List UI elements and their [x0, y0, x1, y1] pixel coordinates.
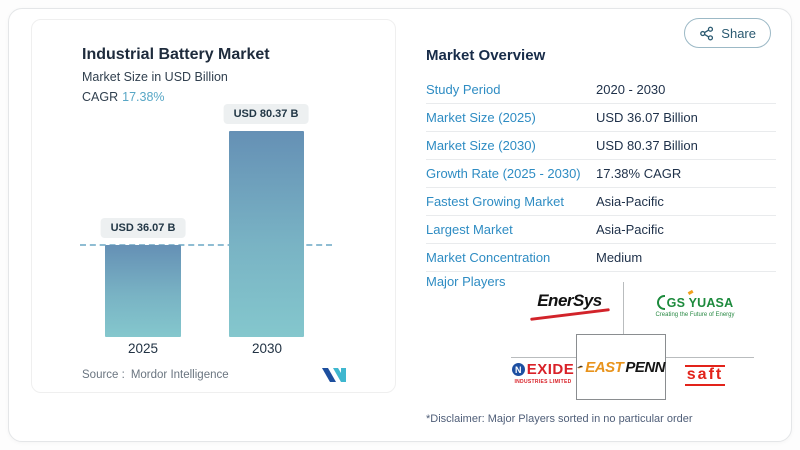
row-label: Market Concentration — [426, 250, 551, 265]
exide-subtitle: INDUSTRIES LIMITED — [514, 379, 572, 385]
share-button[interactable]: Share — [684, 18, 771, 48]
table-row: Study Period 2020 - 2030 — [426, 76, 776, 104]
source-row: Source : Mordor Intelligence — [82, 367, 347, 383]
players-divider-vertical — [623, 282, 624, 342]
overview-table: Study Period 2020 - 2030 Market Size (20… — [426, 76, 776, 272]
table-row: Market Concentration Medium — [426, 244, 776, 272]
table-row: Fastest Growing Market Asia-Pacific — [426, 188, 776, 216]
row-label: Growth Rate (2025 - 2030) — [426, 166, 581, 181]
saft-wordmark: saft — [684, 365, 726, 386]
overview-heading: Market Overview — [426, 47, 546, 64]
chart-subtitle: Market Size in USD Billion — [82, 70, 228, 84]
cagr-value: 17.38% — [122, 90, 165, 104]
x-tick-2025: 2025 — [127, 341, 159, 356]
east-penn-penn: PENN — [625, 358, 665, 376]
east-penn-arrow-icon — [577, 365, 584, 369]
x-tick-2030: 2030 — [251, 341, 283, 356]
bar-2025 — [105, 244, 181, 337]
row-label: Market Size (2025) — [426, 110, 536, 125]
row-value: Asia-Pacific — [596, 194, 664, 209]
exide-wordmark: EXIDE — [526, 361, 575, 378]
share-icon — [700, 26, 714, 40]
exide-logo: N EXIDE INDUSTRIES LIMITED — [506, 361, 580, 385]
chart-panel: Industrial Battery Market Market Size in… — [31, 19, 396, 393]
row-value: 17.38% CAGR — [596, 166, 682, 181]
gs-yuasa-arc-icon — [656, 295, 665, 310]
cagr-row: CAGR 17.38% — [82, 90, 165, 104]
table-row: Largest Market Asia-Pacific — [426, 216, 776, 244]
row-value: Asia-Pacific — [596, 222, 664, 237]
major-players-logos: EnerSys GS YUASA Creating the Future of … — [504, 279, 772, 413]
table-row: Market Size (2025) USD 36.07 Billion — [426, 104, 776, 132]
mordor-intelligence-logo-icon — [322, 368, 346, 382]
east-penn-east: EAST — [585, 358, 624, 376]
row-label: Study Period — [426, 82, 501, 97]
reference-dashed-line — [80, 243, 332, 246]
row-label: Market Size (2030) — [426, 138, 536, 153]
bar-chart: USD 36.07 B USD 80.37 B — [32, 104, 397, 337]
bar-2030 — [229, 131, 304, 337]
east-penn-logo: EAST PENN — [576, 334, 666, 400]
row-label: Fastest Growing Market — [426, 194, 564, 209]
gs-yuasa-logo: GS YUASA Creating the Future of Energy — [640, 289, 750, 318]
value-badge-2030: USD 80.37 B — [223, 104, 309, 124]
row-value: 2020 - 2030 — [596, 82, 666, 97]
source-label: Source : — [82, 369, 125, 381]
row-value: USD 80.37 Billion — [596, 138, 698, 153]
gs-yuasa-wordmark: GS YUASA — [666, 295, 734, 310]
table-row: Market Size (2030) USD 80.37 Billion — [426, 132, 776, 160]
chart-title: Industrial Battery Market — [82, 46, 270, 63]
source-brand: Mordor Intelligence — [130, 369, 229, 381]
exide-badge-icon: N — [511, 363, 525, 376]
saft-logo: saft — [672, 365, 738, 386]
enersys-wordmark: EnerSys — [537, 291, 602, 310]
gs-yuasa-tagline: Creating the Future of Energy — [655, 312, 735, 318]
major-players-label: Major Players — [426, 274, 506, 289]
row-value: Medium — [596, 250, 643, 265]
share-label: Share — [721, 25, 756, 41]
value-badge-2025: USD 36.07 B — [100, 217, 186, 238]
table-row: Growth Rate (2025 - 2030) 17.38% CAGR — [426, 160, 776, 188]
cagr-label: CAGR — [82, 90, 119, 104]
row-value: USD 36.07 Billion — [596, 110, 698, 125]
gs-yuasa-accent-icon — [687, 289, 694, 295]
disclaimer-text: *Disclaimer: Major Players sorted in no … — [426, 413, 693, 425]
enersys-logo: EnerSys — [522, 291, 617, 321]
row-label: Largest Market — [426, 222, 513, 237]
report-card: Industrial Battery Market Market Size in… — [8, 8, 792, 442]
